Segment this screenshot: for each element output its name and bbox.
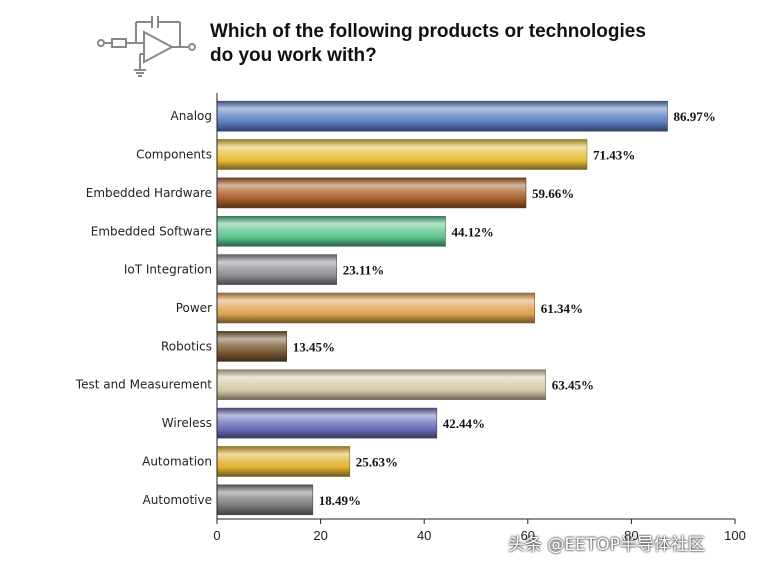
category-label: Embedded Software (91, 224, 212, 238)
x-tick-label: 100 (724, 528, 746, 543)
bar-iot-integration (216, 254, 337, 285)
bars-layer: Analog 86.97% Components 71.43% Embedded Har… (75, 100, 716, 516)
value-label: 61.34% (541, 301, 583, 316)
chart-title: Which of the following products or techn… (210, 20, 730, 68)
category-label: Power (176, 301, 212, 315)
bar-power (216, 292, 536, 324)
bar-automotive (216, 484, 314, 516)
value-label: 42.44% (443, 416, 485, 431)
value-label: 63.45% (552, 378, 594, 393)
bar-analog (216, 100, 668, 132)
category-label: Embedded Hardware (86, 186, 212, 200)
x-tick-label: 20 (313, 528, 327, 543)
value-label: 59.66% (532, 186, 574, 201)
value-label: 44.12% (452, 224, 494, 239)
bar-test-and-measurement (216, 369, 547, 401)
x-axis: 0 20 40 60 80 100 (213, 93, 746, 543)
x-tick-label: 60 (521, 528, 535, 543)
category-label: Analog (171, 109, 212, 123)
category-label: Components (136, 148, 212, 162)
category-label: Automotive (143, 493, 212, 507)
category-label: Robotics (161, 339, 212, 353)
bar-embedded-software (216, 216, 446, 247)
bar-components (216, 139, 588, 170)
x-tick-label: 40 (417, 528, 431, 543)
category-label: Test and Measurement (75, 378, 213, 392)
bar-wireless (216, 407, 438, 439)
value-label: 71.43% (593, 148, 635, 163)
value-label: 25.63% (356, 455, 398, 470)
category-label: Automation (142, 455, 212, 469)
bar-automation (216, 446, 351, 477)
category-label: IoT Integration (124, 263, 212, 277)
value-label: 23.11% (343, 263, 385, 278)
op-amp-circuit-icon (96, 14, 196, 78)
value-label: 18.49% (319, 493, 361, 508)
watermark: 头条 @EETOP半导体社区 (508, 535, 705, 555)
chart-title-line-2: do you work with? (210, 45, 377, 66)
value-label: 13.45% (293, 339, 335, 354)
x-tick-label: 0 (213, 528, 220, 543)
chart-title-line-1: Which of the following products or techn… (210, 21, 646, 42)
bar-embedded-hardware (216, 177, 527, 209)
category-label: Wireless (162, 416, 212, 430)
bar-robotics (216, 331, 287, 362)
x-tick-label: 80 (624, 528, 638, 543)
value-label: 86.97% (674, 109, 716, 124)
